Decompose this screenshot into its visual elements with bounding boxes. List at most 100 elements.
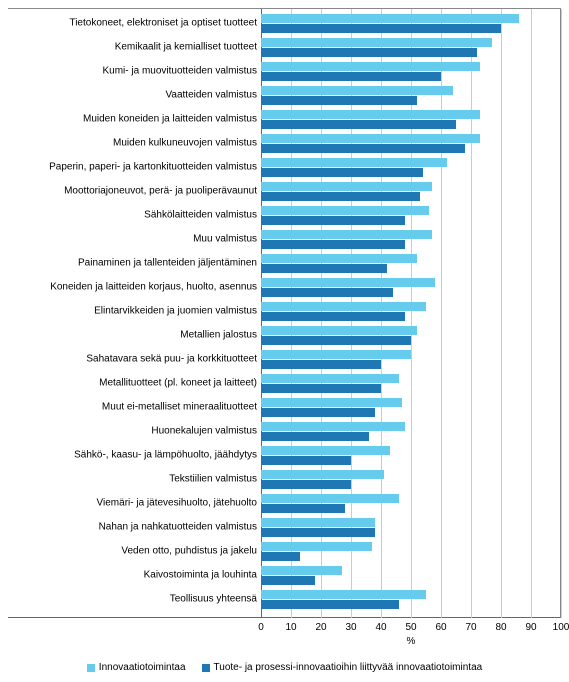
bar-s2	[261, 312, 405, 321]
legend-swatch	[202, 664, 210, 672]
category-label: Muiden koneiden ja laitteiden valmistus	[83, 114, 261, 125]
bar-s2	[261, 456, 351, 465]
bar-s2	[261, 384, 381, 393]
category-row: Muut ei-metalliset mineraalituotteet	[261, 395, 561, 419]
legend-label: Tuote- ja prosessi-innovaatioihin liitty…	[214, 662, 483, 673]
legend-label: Innovaatiotoimintaa	[99, 662, 186, 673]
category-label: Paperin, paperi- ja kartonkituotteiden v…	[49, 162, 261, 173]
category-row: Kaivostoiminta ja louhinta	[261, 563, 561, 587]
legend-swatch	[87, 664, 95, 672]
grid-line	[561, 9, 562, 618]
category-row: Veden otto, puhdistus ja jakelu	[261, 539, 561, 563]
category-row: Nahan ja nahkatuotteiden valmistus	[261, 515, 561, 539]
category-row: Metallituotteet (pl. koneet ja laitteet)	[261, 371, 561, 395]
bar-s1	[261, 278, 435, 287]
bar-s2	[261, 240, 405, 249]
category-row: Sähkö-, kaasu- ja lämpöhuolto, jäähdytys	[261, 443, 561, 467]
category-row: Metallien jalostus	[261, 323, 561, 347]
bar-s1	[261, 422, 405, 431]
category-label: Sähkölaitteiden valmistus	[144, 210, 261, 221]
category-label: Tekstiilien valmistus	[169, 474, 261, 485]
bar-s1	[261, 110, 480, 119]
bar-s1	[261, 86, 453, 95]
chart-container: 0102030405060708090100Tietokoneet, elekt…	[0, 0, 569, 682]
bar-s2	[261, 72, 441, 81]
bar-s1	[261, 350, 411, 359]
bar-s2	[261, 168, 423, 177]
bar-s1	[261, 374, 399, 383]
category-label: Koneiden ja laitteiden korjaus, huolto, …	[50, 282, 261, 293]
category-row: Muiden kulkuneuvojen valmistus	[261, 131, 561, 155]
category-label: Sahatavara sekä puu- ja korkkituotteet	[86, 354, 261, 365]
category-row: Moottoriajoneuvot, perä- ja puoliperävau…	[261, 179, 561, 203]
bar-s2	[261, 552, 300, 561]
bar-s2	[261, 24, 501, 33]
bar-s2	[261, 48, 477, 57]
category-row: Muu valmistus	[261, 227, 561, 251]
category-row: Teollisuus yhteensä	[261, 587, 561, 611]
x-tick-label: 60	[435, 618, 446, 633]
x-tick-label: 40	[375, 618, 386, 633]
category-label: Huonekalujen valmistus	[151, 426, 261, 437]
category-row: Vaatteiden valmistus	[261, 83, 561, 107]
category-label: Teollisuus yhteensä	[170, 594, 261, 605]
category-row: Tekstiilien valmistus	[261, 467, 561, 491]
category-label: Painaminen ja tallenteiden jäljentäminen	[78, 258, 261, 269]
bar-s2	[261, 192, 420, 201]
bar-s2	[261, 480, 351, 489]
bar-s2	[261, 360, 381, 369]
bar-s2	[261, 528, 375, 537]
bar-s2	[261, 504, 345, 513]
bar-s1	[261, 326, 417, 335]
category-label: Tietokoneet, elektroniset ja optiset tuo…	[69, 18, 261, 29]
x-tick-label: 90	[525, 618, 536, 633]
bar-s2	[261, 264, 387, 273]
category-row: Tietokoneet, elektroniset ja optiset tuo…	[261, 11, 561, 35]
category-label: Kaivostoiminta ja louhinta	[144, 570, 261, 581]
bar-s1	[261, 206, 429, 215]
category-label: Muiden kulkuneuvojen valmistus	[113, 138, 261, 149]
bar-s2	[261, 144, 465, 153]
category-row: Muiden koneiden ja laitteiden valmistus	[261, 107, 561, 131]
x-tick-label: 10	[285, 618, 296, 633]
bar-s1	[261, 38, 492, 47]
x-tick-label: 70	[465, 618, 476, 633]
bar-s1	[261, 182, 432, 191]
x-tick-label: 80	[495, 618, 506, 633]
category-label: Moottoriajoneuvot, perä- ja puoliperävau…	[64, 186, 261, 197]
bar-s1	[261, 518, 375, 527]
category-row: Kemikaalit ja kemialliset tuotteet	[261, 35, 561, 59]
bar-s2	[261, 600, 399, 609]
category-label: Elintarvikkeiden ja juomien valmistus	[94, 306, 261, 317]
bar-s2	[261, 288, 393, 297]
category-row: Elintarvikkeiden ja juomien valmistus	[261, 299, 561, 323]
category-row: Sahatavara sekä puu- ja korkkituotteet	[261, 347, 561, 371]
category-label: Muut ei-metalliset mineraalituotteet	[102, 402, 261, 413]
category-row: Paperin, paperi- ja kartonkituotteiden v…	[261, 155, 561, 179]
bar-s2	[261, 576, 315, 585]
category-label: Sähkö-, kaasu- ja lämpöhuolto, jäähdytys	[74, 450, 261, 461]
bar-s1	[261, 446, 390, 455]
bar-s1	[261, 494, 399, 503]
category-label: Viemäri- ja jätevesihuolto, jätehuolto	[97, 498, 261, 509]
x-tick-label: 100	[553, 618, 569, 633]
bar-s2	[261, 408, 375, 417]
bar-s1	[261, 302, 426, 311]
bar-s1	[261, 254, 417, 263]
category-row: Kumi- ja muovituotteiden valmistus	[261, 59, 561, 83]
bar-s1	[261, 134, 480, 143]
bar-s1	[261, 14, 519, 23]
category-row: Huonekalujen valmistus	[261, 419, 561, 443]
bar-s2	[261, 336, 411, 345]
category-row: Koneiden ja laitteiden korjaus, huolto, …	[261, 275, 561, 299]
category-row: Painaminen ja tallenteiden jäljentäminen	[261, 251, 561, 275]
x-tick-label: 30	[345, 618, 356, 633]
x-axis-line	[8, 617, 560, 618]
bar-s2	[261, 216, 405, 225]
legend-item: Innovaatiotoimintaa	[87, 662, 186, 673]
bar-s1	[261, 398, 402, 407]
bar-s2	[261, 432, 369, 441]
category-label: Vaatteiden valmistus	[165, 90, 261, 101]
legend: Innovaatiotoimintaa Tuote- ja prosessi-in…	[0, 662, 569, 673]
bar-s1	[261, 230, 432, 239]
